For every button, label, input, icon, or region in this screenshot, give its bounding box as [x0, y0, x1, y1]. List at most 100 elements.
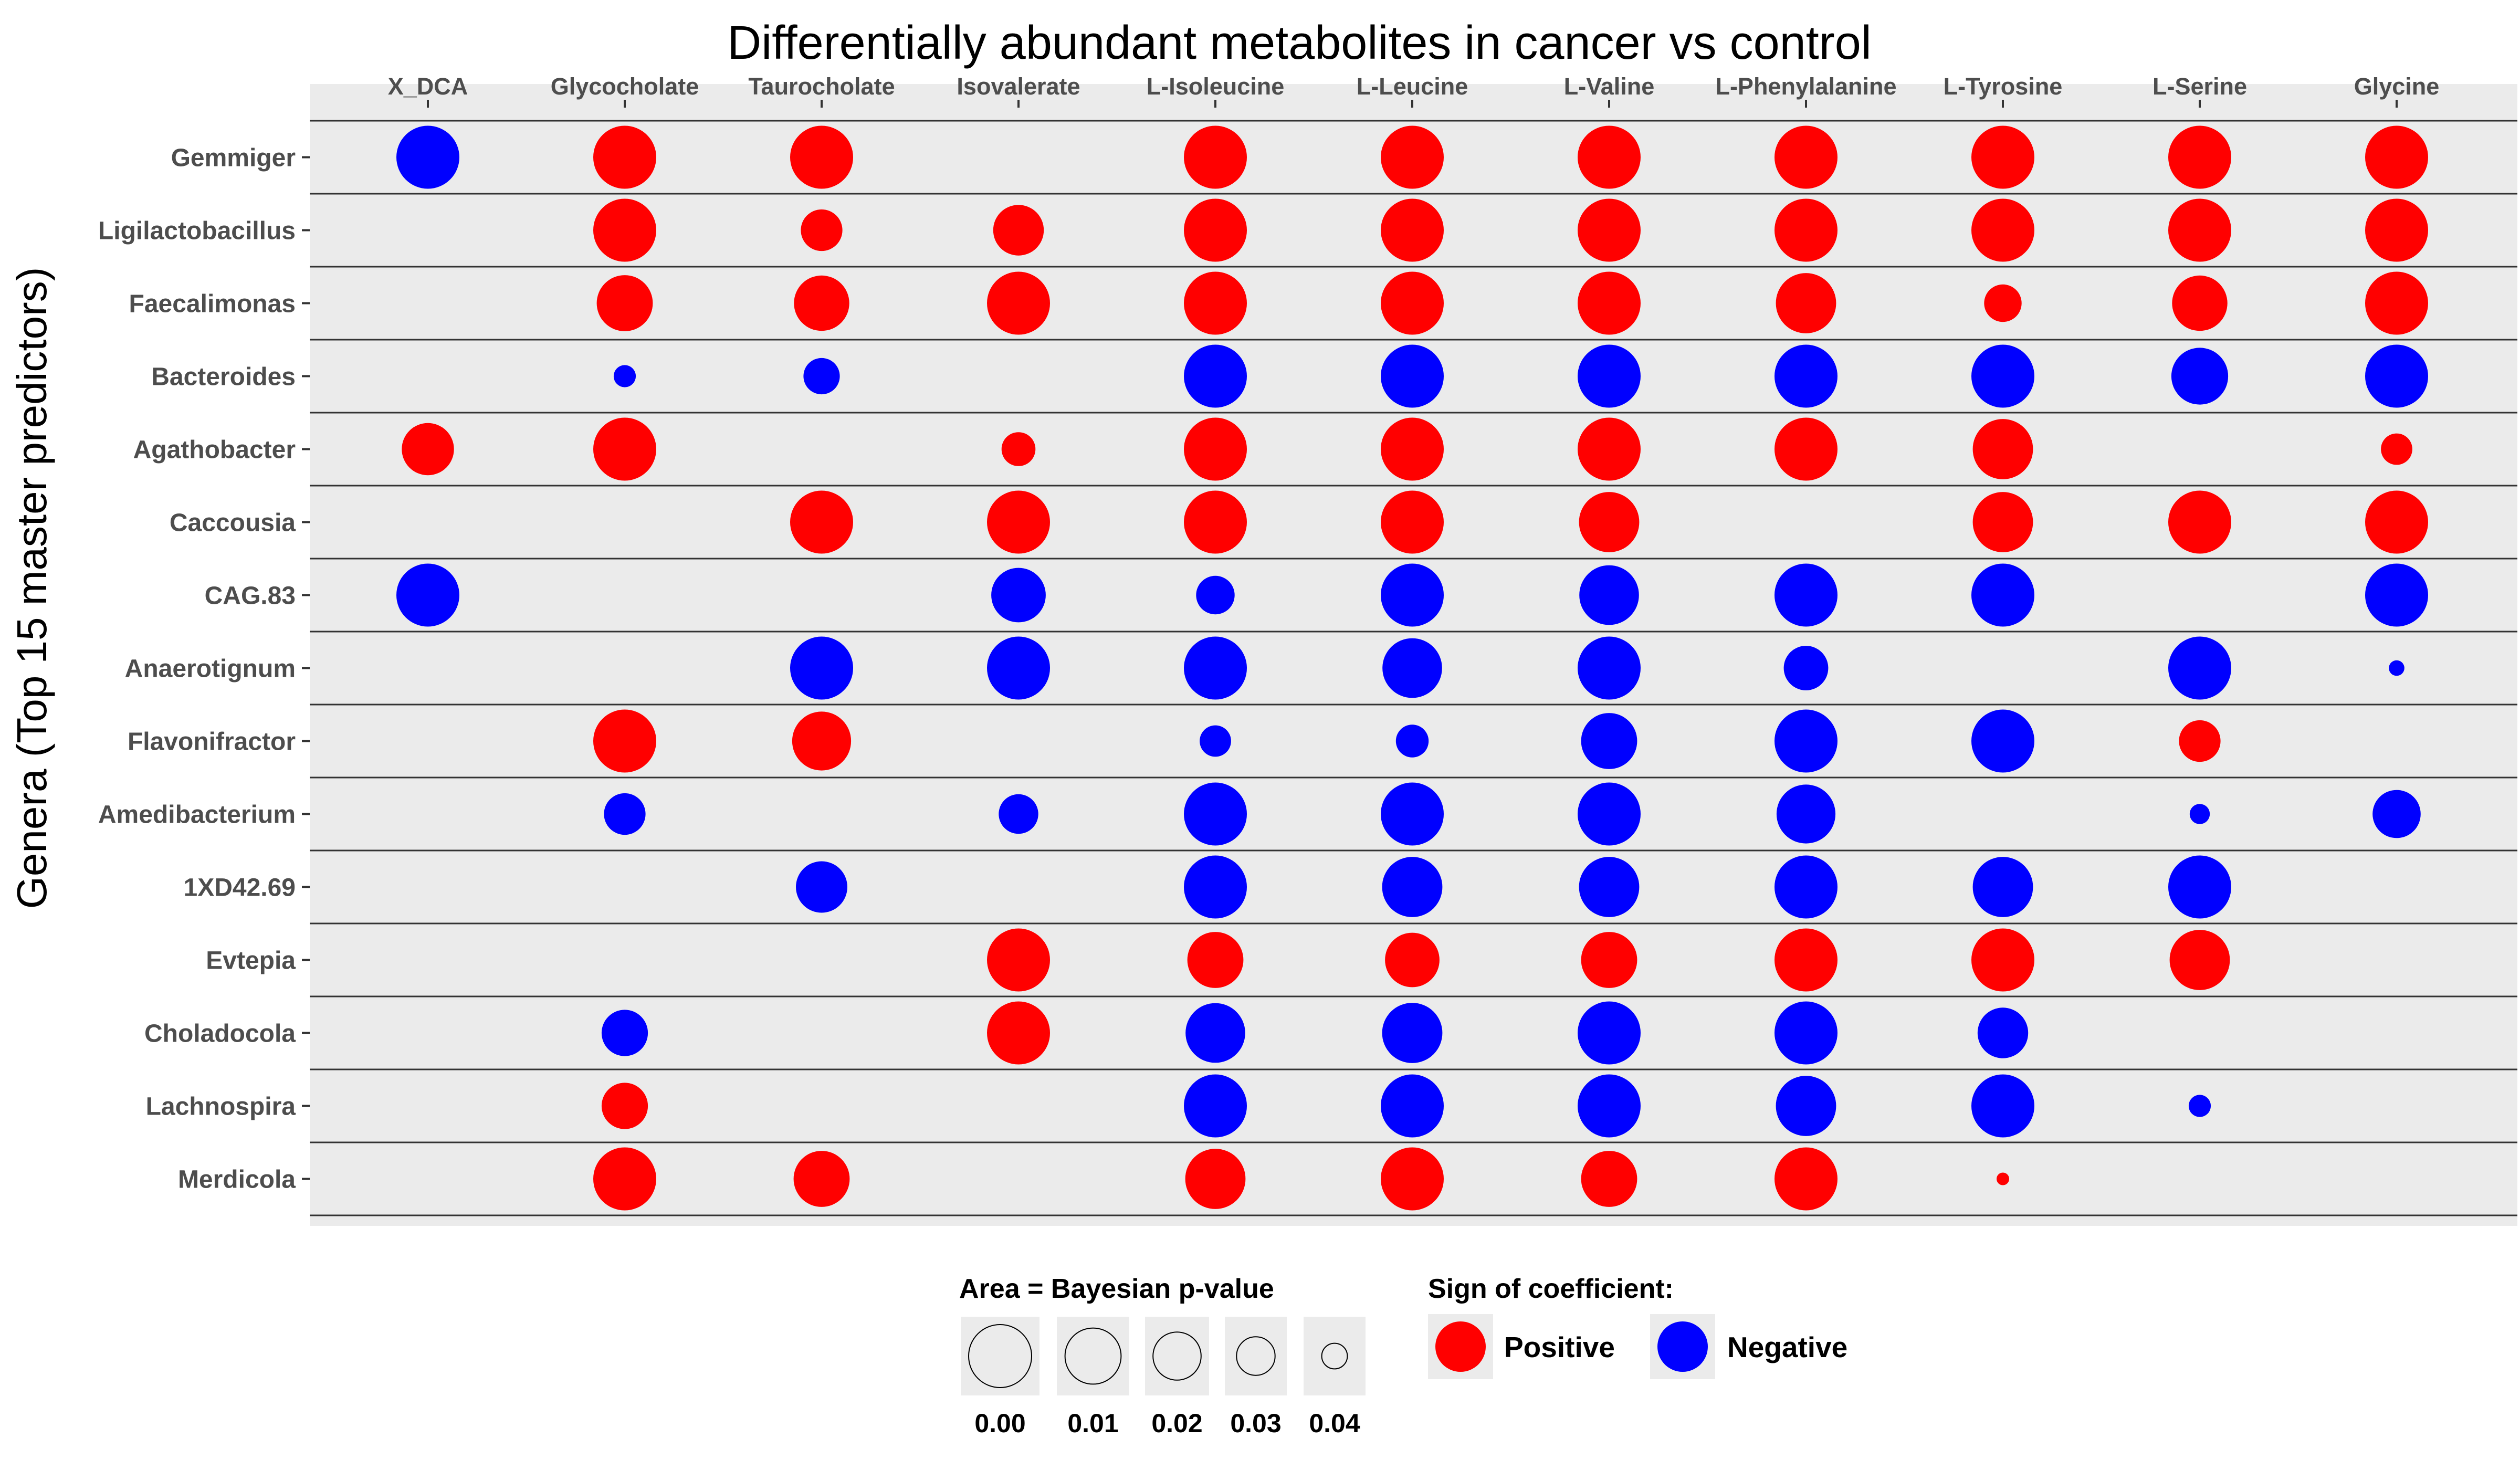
data-point [596, 275, 653, 331]
data-point [796, 861, 847, 913]
data-point [794, 275, 849, 331]
data-point [1972, 492, 2033, 552]
data-point [402, 423, 454, 476]
data-point [2365, 563, 2428, 627]
data-point [1774, 709, 1838, 773]
column-labels: X_DCA Glycocholate Taurocholate Isovalerate… [388, 73, 2439, 108]
data-point [1381, 417, 1444, 481]
data-point [991, 568, 1046, 623]
size-key-circle [968, 1324, 1032, 1388]
size-key-circle [1064, 1327, 1122, 1385]
data-point [1187, 932, 1244, 988]
data-point [803, 358, 840, 395]
data-point [1381, 1074, 1444, 1138]
row-labels: Gemmiger Ligilactobacillus Faecalimonas Bac… [98, 144, 310, 1194]
data-point [2168, 125, 2231, 189]
data-point [593, 198, 656, 262]
data-point [1776, 1076, 1836, 1136]
row-label: Choladocola [144, 1020, 296, 1048]
data-point [1001, 432, 1036, 466]
data-point [1774, 198, 1838, 262]
data-point [1581, 932, 1637, 988]
data-point [1776, 784, 1836, 844]
data-point [1184, 344, 1247, 408]
row-label: Faecalimonas [129, 290, 296, 318]
column-label: L-Serine [2152, 73, 2247, 100]
row-label: Evtepia [206, 947, 296, 975]
data-point [987, 636, 1050, 700]
row-label: Bacteroides [151, 363, 296, 391]
column-label: Taurocholate [748, 73, 895, 100]
data-point [987, 490, 1050, 554]
data-point [1971, 125, 2034, 189]
data-point [1578, 1074, 1641, 1138]
data-point [1385, 932, 1440, 988]
data-point [1184, 198, 1247, 262]
data-point [1579, 492, 1640, 552]
size-key-label: 0.01 [1067, 1409, 1118, 1438]
data-point [1972, 857, 2033, 917]
row-label: 1XD42.69 [184, 874, 296, 902]
data-point [987, 1001, 1050, 1065]
data-point [1184, 782, 1247, 846]
data-point [2365, 490, 2428, 554]
data-point [1971, 344, 2034, 408]
y-axis-title: Genera (Top 15 master predictors) [8, 267, 55, 909]
data-point [1774, 1001, 1838, 1065]
data-point [2365, 125, 2428, 189]
data-point [1579, 857, 1640, 917]
data-point [1774, 125, 1838, 189]
row-label: Amedibacterium [98, 801, 296, 829]
column-label: L-Leucine [1357, 73, 1468, 100]
column-label: Isovalerate [957, 73, 1080, 100]
data-point [1381, 198, 1444, 262]
data-point [1200, 725, 1231, 757]
data-point [1971, 1074, 2034, 1138]
data-point [2365, 344, 2428, 408]
row-label: Ligilactobacillus [98, 217, 296, 245]
data-point [1578, 417, 1641, 481]
color-legend-title: Sign of coefficient: [1428, 1274, 1674, 1304]
size-key-label: 0.02 [1151, 1409, 1202, 1438]
color-key-swatch [1435, 1321, 1486, 1372]
data-point [1776, 273, 1836, 333]
data-point [1774, 417, 1838, 481]
size-legend-title: Area = Bayesian p-value [959, 1274, 1274, 1304]
data-point [1578, 1001, 1641, 1065]
row-label: Anaerotignum [125, 655, 296, 683]
data-point [1381, 271, 1444, 335]
data-point [2172, 275, 2228, 331]
size-key-label: 0.00 [974, 1409, 1025, 1438]
color-legend: Sign of coefficient: Positive Negative [1428, 1274, 1847, 1379]
data-point [2171, 348, 2229, 405]
data-point [396, 125, 459, 189]
data-point [2365, 198, 2428, 262]
data-point [987, 271, 1050, 335]
size-key-circle [1152, 1331, 1202, 1381]
data-point [1381, 344, 1444, 408]
data-point [1984, 284, 2022, 322]
data-point [1185, 1149, 1246, 1209]
data-point [1184, 855, 1247, 919]
column-label: Glycocholate [551, 73, 699, 100]
data-point [1395, 724, 1429, 758]
data-point [2168, 490, 2231, 554]
data-point [613, 365, 636, 387]
data-point [1971, 709, 2034, 773]
data-point [1578, 271, 1641, 335]
size-key-circle [1321, 1342, 1348, 1370]
data-point [1774, 563, 1838, 627]
data-point [1578, 636, 1641, 700]
data-point [1977, 1007, 2029, 1058]
data-point [987, 928, 1050, 992]
data-point [601, 1083, 648, 1129]
data-point [1581, 713, 1637, 769]
data-point [790, 490, 853, 554]
data-point [1184, 417, 1247, 481]
row-label: Flavonifractor [128, 728, 296, 756]
column-label: L-Tyrosine [1944, 73, 2063, 100]
data-point [793, 1151, 850, 1207]
data-point [1578, 782, 1641, 846]
row-label: CAG.83 [205, 582, 296, 610]
data-point [1774, 855, 1838, 919]
